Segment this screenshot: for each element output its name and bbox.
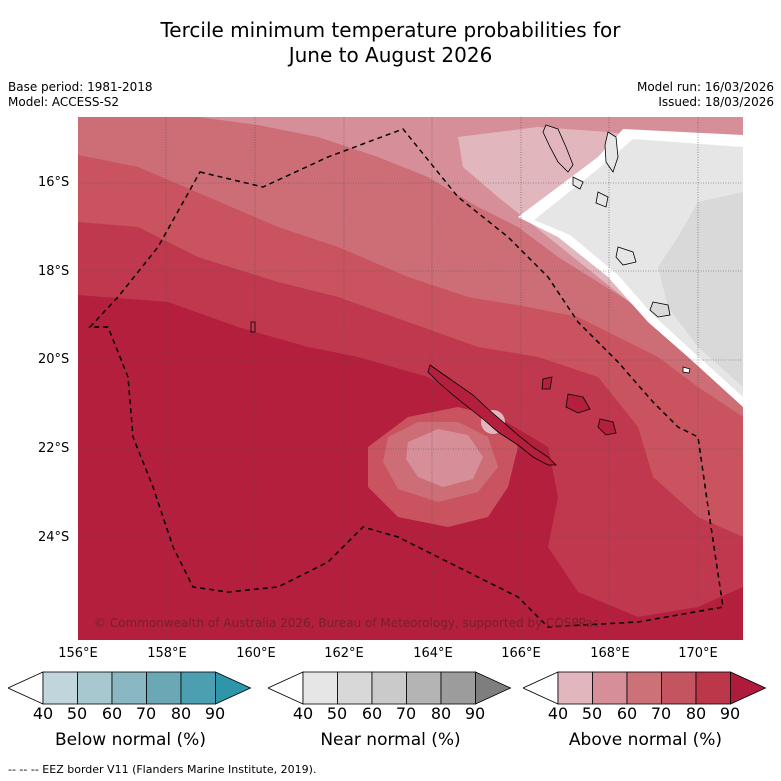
below-bar-segment <box>111 671 147 705</box>
below-bar-right-arrow <box>215 671 252 705</box>
graticule <box>78 117 743 640</box>
near-tick-50: 50 <box>326 704 348 723</box>
map-svg: © Commonwealth of Australia 2026, Bureau… <box>78 117 743 640</box>
near-bar-segment <box>337 671 373 705</box>
band-near-50 <box>658 192 743 387</box>
near-tick-60: 60 <box>361 704 383 723</box>
above-bar-segment <box>695 671 731 705</box>
above-tick-80: 80 <box>685 704 707 723</box>
title-line-2: June to August 2026 <box>288 43 493 67</box>
band-above-50-patch <box>406 429 483 487</box>
above-bar-segment <box>592 671 628 705</box>
lat-label-18s: 18°S <box>38 264 70 279</box>
lon-label-166e: 166°E <box>501 646 541 661</box>
above-bar-left-arrow <box>523 671 559 705</box>
near-bar-segment <box>371 671 407 705</box>
vanuatu-maewo <box>604 131 619 173</box>
loyalty-island-2 <box>597 418 617 436</box>
lon-label-160e: 160°E <box>236 646 276 661</box>
near-tick-90: 90 <box>464 704 486 723</box>
lon-label-156e: 156°E <box>58 646 98 661</box>
lat-label-16s: 16°S <box>38 175 70 190</box>
above-bar-segment <box>557 671 593 705</box>
above-tick-60: 60 <box>616 704 638 723</box>
colorbar-above-title: Above normal (%) <box>568 730 723 750</box>
base-period: Base period: 1981-2018 <box>8 80 153 94</box>
near-tick-40: 40 <box>292 704 314 723</box>
below-bar-segment <box>180 671 216 705</box>
above-tick-70: 70 <box>650 704 672 723</box>
near-bar-segment <box>440 671 476 705</box>
lon-label-162e: 162°E <box>324 646 364 661</box>
probability-map: © Commonwealth of Australia 2026, Bureau… <box>78 117 743 640</box>
below-tick-80: 80 <box>170 704 192 723</box>
new-caledonia-land <box>427 364 557 466</box>
colorbar-above-normal <box>523 671 767 705</box>
below-tick-60: 60 <box>101 704 123 723</box>
lat-label-22s: 22°S <box>38 441 70 456</box>
above-bar-segment <box>626 671 662 705</box>
near-bar-segment <box>406 671 442 705</box>
colorbar-below-title: Below normal (%) <box>55 730 206 750</box>
islet-1 <box>250 321 256 333</box>
below-tick-90: 90 <box>204 704 226 723</box>
above-bar-segment <box>661 671 697 705</box>
below-bar-segment <box>146 671 182 705</box>
model-name: Model: ACCESS-S2 <box>8 95 120 109</box>
loyalty-island-3 <box>541 376 553 390</box>
meta-right: Model run: 16/03/2026 Issued: 18/03/2026 <box>637 80 774 110</box>
above-tick-40: 40 <box>547 704 569 723</box>
meta-left: Base period: 1981-2018 Model: ACCESS-S2 <box>8 80 153 110</box>
below-tick-50: 50 <box>66 704 88 723</box>
lat-label-20s: 20°S <box>38 352 70 367</box>
vanuatu-espiritu-santo <box>542 124 574 173</box>
eez-footnote: -- -- -- EEZ border V11 (Flanders Marine… <box>8 763 317 776</box>
near-bar-segment <box>302 671 338 705</box>
near-bar-right-arrow <box>475 671 512 705</box>
below-bar-segment <box>42 671 78 705</box>
map-title: Tercile minimum temperature probabilitie… <box>0 18 781 68</box>
lon-label-170e: 170°E <box>678 646 718 661</box>
lon-label-158e: 158°E <box>147 646 187 661</box>
model-run: Model run: 16/03/2026 <box>636 80 774 94</box>
below-tick-40: 40 <box>32 704 54 723</box>
title-line-1: Tercile minimum temperature probabilitie… <box>160 18 621 42</box>
lat-label-24s: 24°S <box>38 530 70 545</box>
lon-label-164e: 164°E <box>413 646 453 661</box>
lon-label-168e: 168°E <box>590 646 630 661</box>
vanuatu-efate <box>615 246 637 266</box>
below-tick-70: 70 <box>135 704 157 723</box>
copyright-text: © Commonwealth of Australia 2026, Bureau… <box>94 616 599 630</box>
below-bar-segment <box>77 671 113 705</box>
above-tick-50: 50 <box>581 704 603 723</box>
above-bar-right-arrow <box>730 671 767 705</box>
colorbar-near-normal <box>268 671 512 705</box>
near-bar-left-arrow <box>268 671 304 705</box>
eez-border <box>88 128 724 628</box>
vanuatu-malekula <box>572 176 584 190</box>
colorbar-near-title: Near normal (%) <box>320 730 461 750</box>
above-tick-90: 90 <box>719 704 741 723</box>
issued-date: Issued: 18/03/2026 <box>658 95 774 109</box>
vanuatu-tanna <box>682 366 691 374</box>
vanuatu-ambrym <box>595 191 609 208</box>
loyalty-island-1 <box>565 393 591 414</box>
near-tick-80: 80 <box>430 704 452 723</box>
below-bar-left-arrow <box>8 671 44 705</box>
vanuatu-erromango <box>649 301 671 318</box>
colorbar-below-normal <box>8 671 252 705</box>
near-tick-70: 70 <box>395 704 417 723</box>
